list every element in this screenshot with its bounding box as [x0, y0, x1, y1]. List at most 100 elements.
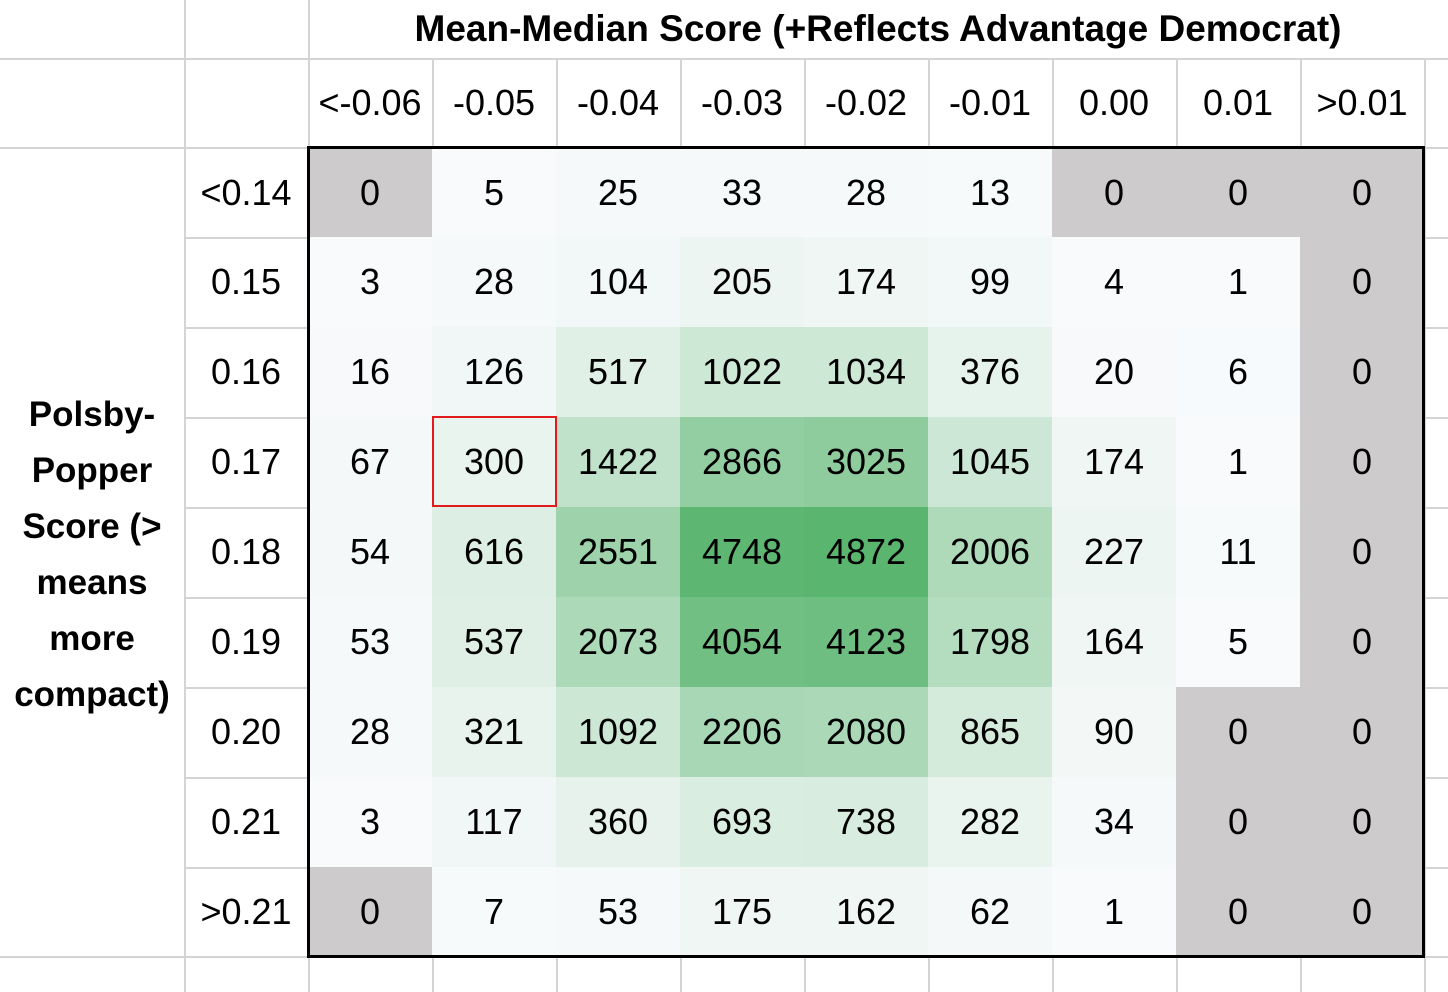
heatmap-cell[interactable]: 376 — [928, 327, 1052, 417]
heatmap-cell[interactable]: 1 — [1052, 867, 1176, 956]
heatmap-cell[interactable]: 5 — [1176, 597, 1300, 687]
heatmap-cell[interactable]: 54 — [308, 507, 432, 597]
heatmap-cell[interactable]: 0 — [1300, 148, 1424, 237]
gridline-vertical — [184, 0, 186, 992]
heatmap-cell[interactable]: 2006 — [928, 507, 1052, 597]
heatmap-cell[interactable]: 4748 — [680, 507, 804, 597]
heatmap-cell[interactable]: 4123 — [804, 597, 928, 687]
heatmap-cell[interactable]: 67 — [308, 417, 432, 507]
heatmap-cell[interactable]: 0 — [1052, 148, 1176, 237]
heatmap-cell[interactable]: 2080 — [804, 687, 928, 777]
heatmap-cell[interactable]: 53 — [308, 597, 432, 687]
heatmap-cell[interactable]: 164 — [1052, 597, 1176, 687]
heatmap-cell[interactable]: 0 — [1300, 417, 1424, 507]
heatmap-cell[interactable]: 28 — [804, 148, 928, 237]
heatmap-cell[interactable]: 25 — [556, 148, 680, 237]
heatmap-cell[interactable]: 360 — [556, 777, 680, 867]
x-tick-label: -0.02 — [824, 81, 908, 123]
heatmap-cell[interactable]: 16 — [308, 327, 432, 417]
heatmap-cell[interactable]: 3025 — [804, 417, 928, 507]
heatmap-cell[interactable]: 1045 — [928, 417, 1052, 507]
heatmap-cell[interactable]: 1 — [1176, 417, 1300, 507]
x-tick-label: -0.03 — [700, 81, 784, 123]
heatmap-cell[interactable]: 2866 — [680, 417, 804, 507]
heatmap-cell[interactable]: 162 — [804, 867, 928, 956]
heatmap-cell[interactable]: 0 — [1300, 237, 1424, 327]
x-tick-label: >0.01 — [1316, 81, 1408, 123]
heatmap-cell[interactable]: 104 — [556, 237, 680, 327]
heatmap-cell[interactable]: 0 — [308, 148, 432, 237]
heatmap-cell[interactable]: 0 — [1300, 327, 1424, 417]
heatmap-cell[interactable]: 7 — [432, 867, 556, 956]
heatmap-cell[interactable]: 1092 — [556, 687, 680, 777]
heatmap-cell[interactable]: 5 — [432, 148, 556, 237]
heatmap-cell[interactable]: 738 — [804, 777, 928, 867]
heatmap-cell[interactable]: 865 — [928, 687, 1052, 777]
x-tick-label: 0.01 — [1202, 81, 1274, 123]
heatmap-cell[interactable]: 126 — [432, 327, 556, 417]
heatmap-cell[interactable]: 1 — [1176, 237, 1300, 327]
y-tick-label: 0.17 — [210, 441, 282, 482]
heatmap-cell[interactable]: 3 — [308, 237, 432, 327]
heatmap-cell[interactable]: 616 — [432, 507, 556, 597]
gridline-vertical — [1424, 58, 1426, 992]
heatmap-cell[interactable]: 0 — [1300, 777, 1424, 867]
heatmap-cell[interactable]: 174 — [804, 237, 928, 327]
heatmap-cell[interactable]: 117 — [432, 777, 556, 867]
heatmap-cell[interactable]: 62 — [928, 867, 1052, 956]
y-tick-label: 0.21 — [210, 801, 282, 842]
heatmap-cell[interactable]: 0 — [1300, 597, 1424, 687]
heatmap-cell[interactable]: 28 — [308, 687, 432, 777]
y-tick-label: 0.15 — [210, 261, 282, 302]
y-tick-label: <0.14 — [200, 171, 292, 213]
heatmap-cell[interactable]: 174 — [1052, 417, 1176, 507]
heatmap-cell[interactable]: 6 — [1176, 327, 1300, 417]
heatmap-cell[interactable]: 0 — [1300, 507, 1424, 597]
heatmap-cell[interactable]: 537 — [432, 597, 556, 687]
heatmap-cell[interactable]: 0 — [1300, 687, 1424, 777]
heatmap-cell[interactable]: 1422 — [556, 417, 680, 507]
heatmap-cell[interactable]: 11 — [1176, 507, 1300, 597]
heatmap-cell[interactable]: 53 — [556, 867, 680, 956]
heatmap-cell[interactable]: 4054 — [680, 597, 804, 687]
heatmap-cell[interactable]: 300 — [432, 417, 556, 507]
heatmap-cell[interactable]: 28 — [432, 237, 556, 327]
heatmap-cell[interactable]: 227 — [1052, 507, 1176, 597]
y-axis-label: Polsby-Popper Score (> means more compac… — [0, 385, 184, 725]
heatmap-cell[interactable]: 693 — [680, 777, 804, 867]
heatmap-cell[interactable]: 4 — [1052, 237, 1176, 327]
y-tick-label: 0.20 — [210, 711, 282, 752]
heatmap-cell[interactable]: 2073 — [556, 597, 680, 687]
y-tick-label: 0.19 — [210, 621, 282, 662]
heatmap-cell[interactable]: 33 — [680, 148, 804, 237]
heatmap-cell[interactable]: 99 — [928, 237, 1052, 327]
heatmap-cell[interactable]: 2206 — [680, 687, 804, 777]
gridline-horizontal — [0, 956, 1448, 958]
heatmap-cell[interactable]: 4872 — [804, 507, 928, 597]
heatmap-cell[interactable]: 282 — [928, 777, 1052, 867]
y-axis-label-text: Polsby-Popper Score (> means more compac… — [14, 395, 170, 714]
heatmap-cell[interactable]: 13 — [928, 148, 1052, 237]
heatmap-cell[interactable]: 0 — [1176, 777, 1300, 867]
heatmap-cell[interactable]: 20 — [1052, 327, 1176, 417]
heatmap-cell[interactable]: 3 — [308, 777, 432, 867]
heatmap-cell[interactable]: 1034 — [804, 327, 928, 417]
heatmap-cell[interactable]: 321 — [432, 687, 556, 777]
heatmap-cell[interactable]: 175 — [680, 867, 804, 956]
heatmap-cell[interactable]: 517 — [556, 327, 680, 417]
heatmap-cell[interactable]: 34 — [1052, 777, 1176, 867]
heatmap-cell[interactable]: 2551 — [556, 507, 680, 597]
y-tick-label: 0.16 — [210, 351, 282, 392]
heatmap-cell[interactable]: 0 — [1176, 687, 1300, 777]
y-tick-label: 0.18 — [210, 531, 282, 572]
heatmap-cell[interactable]: 205 — [680, 237, 804, 327]
x-tick-label: -0.05 — [452, 81, 536, 123]
heatmap-cell[interactable]: 1798 — [928, 597, 1052, 687]
heatmap-cell[interactable]: 90 — [1052, 687, 1176, 777]
heatmap-cell[interactable]: 1022 — [680, 327, 804, 417]
heatmap-cell[interactable]: 0 — [1176, 867, 1300, 956]
heatmap-cell[interactable]: 0 — [1300, 867, 1424, 956]
heatmap-cell[interactable]: 0 — [1176, 148, 1300, 237]
heatmap-cell[interactable]: 0 — [308, 867, 432, 956]
